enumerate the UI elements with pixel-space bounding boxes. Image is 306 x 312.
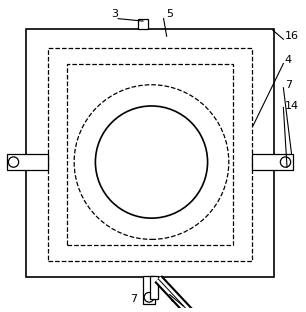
Bar xyxy=(48,48,252,261)
Bar xyxy=(138,19,148,29)
Circle shape xyxy=(8,157,19,167)
Text: 16: 16 xyxy=(285,31,299,41)
Text: 3: 3 xyxy=(112,9,119,19)
Bar xyxy=(7,154,48,170)
Bar xyxy=(252,154,293,170)
Bar xyxy=(26,29,274,277)
Bar xyxy=(67,64,233,246)
Text: 7: 7 xyxy=(130,294,137,304)
Text: 7: 7 xyxy=(285,80,292,90)
Text: 4: 4 xyxy=(285,56,292,66)
Text: 6: 6 xyxy=(169,294,176,304)
Bar xyxy=(150,276,159,299)
Text: 5: 5 xyxy=(166,9,173,19)
Text: 14: 14 xyxy=(285,101,299,111)
Circle shape xyxy=(144,292,154,302)
Bar xyxy=(143,276,155,304)
Circle shape xyxy=(280,157,291,167)
